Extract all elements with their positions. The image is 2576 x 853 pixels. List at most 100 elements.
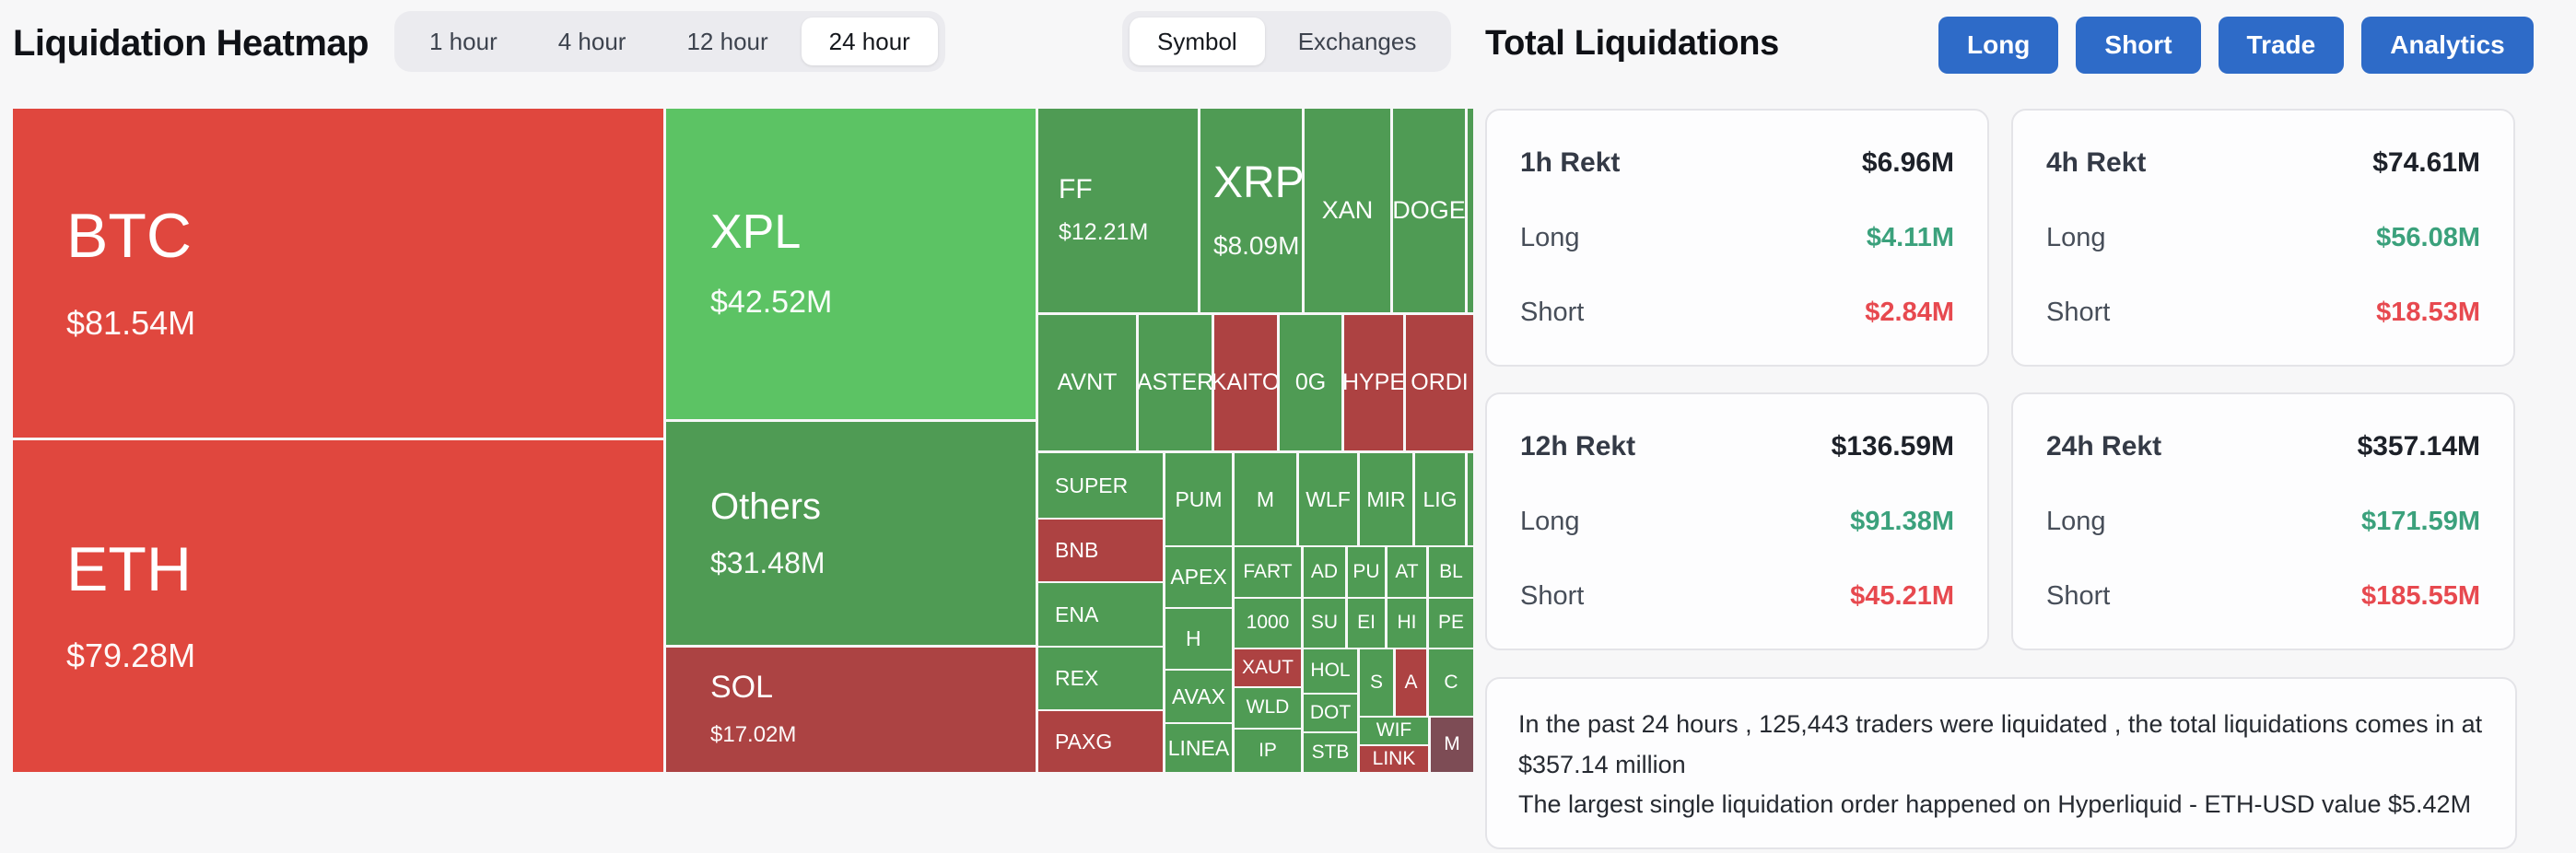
action-buttons: Long Short Trade Analytics (1938, 17, 2534, 74)
heatmap-tile-eth[interactable]: ETH $79.28M (13, 440, 663, 772)
tile-symbol: XAUT (1241, 656, 1294, 678)
tile-symbol: ORDI (1411, 369, 1469, 396)
heatmap-tile-others[interactable]: Others $31.48M (666, 422, 1036, 645)
long-value: $91.38M (1850, 507, 1954, 536)
heatmap-tile-xpl[interactable]: XPL $42.52M (666, 109, 1036, 419)
long-value: $56.08M (2376, 223, 2480, 252)
heatmap-tile-hol[interactable]: HOL (1304, 649, 1357, 693)
heatmap-tile-paxg[interactable]: PAXG (1038, 711, 1163, 772)
heatmap-tile-hype[interactable]: HYPE (1344, 315, 1403, 450)
card-period-label: 4h Rekt (2046, 147, 2147, 178)
tile-symbol: PUM (1175, 486, 1223, 511)
heatmap-tile-btc[interactable]: BTC $81.54M (13, 109, 663, 438)
heatmap-tile-at[interactable]: AT (1388, 547, 1426, 597)
tile-value: $12.21M (1059, 219, 1149, 245)
heatmap-tile-m[interactable]: M (1235, 453, 1296, 545)
tile-symbol: AT (1395, 560, 1419, 582)
tile-symbol: BTC (66, 201, 192, 272)
heatmap-tile-lig[interactable]: LIG (1415, 453, 1465, 545)
heatmap-tile-xan[interactable]: XAN (1305, 109, 1390, 312)
tile-symbol: 0G (1294, 369, 1327, 396)
card-period-label: 1h Rekt (1520, 147, 1621, 178)
heatmap-tile-ordi[interactable]: ORDI (1406, 315, 1473, 450)
heatmap-tile-rex[interactable]: REX (1038, 648, 1163, 709)
short-button[interactable]: Short (2076, 17, 2201, 74)
heatmap-tile-su[interactable]: SU (1304, 599, 1345, 648)
time-tab-4-hour[interactable]: 4 hour (531, 18, 654, 65)
heatmap-tile-wif[interactable]: WIF (1360, 718, 1428, 744)
heatmap-tile-0g[interactable]: 0G (1280, 315, 1341, 450)
heatmap-tile-c[interactable]: C (1429, 649, 1473, 716)
tile-symbol: HI (1397, 612, 1417, 634)
page-title: Liquidation Heatmap (13, 22, 369, 64)
tile-symbol: XAN (1321, 196, 1374, 225)
heatmap-tile-wld[interactable]: WLD (1235, 688, 1301, 728)
tile-symbol: 1000 (1246, 612, 1290, 634)
tile-symbol: S (1369, 671, 1383, 693)
heatmap-tile-pe[interactable]: PE (1429, 599, 1473, 648)
time-tab-12-hour[interactable]: 12 hour (659, 18, 795, 65)
heatmap-tile-xrp[interactable]: XRP $8.09M (1200, 109, 1302, 312)
heatmap-tile-kaito[interactable]: KAITO (1214, 315, 1277, 450)
tile-symbol: C (1444, 671, 1458, 693)
heatmap-tile-h[interactable]: H (1165, 609, 1232, 669)
heatmap-tile-dot[interactable]: DOT (1304, 695, 1357, 731)
toggle-exchanges[interactable]: Exchanges (1270, 18, 1445, 65)
heatmap-tile-apex[interactable]: APEX (1165, 547, 1232, 607)
heatmap-tile-1000[interactable]: 1000 (1235, 599, 1301, 648)
heatmap-tile-xaut[interactable]: XAUT (1235, 649, 1301, 686)
heatmap-tile-avax[interactable]: AVAX (1165, 671, 1232, 722)
tile-symbol: LINK (1372, 747, 1416, 769)
analytics-button[interactable]: Analytics (2361, 17, 2534, 74)
short-value: $185.55M (2361, 581, 2480, 611)
rekt-card-12h-rekt: 12h Rekt $136.59M Long $91.38M Short $45.21M (1485, 392, 1989, 650)
tile-symbol: SUPER (1055, 473, 1129, 497)
heatmap-tile-sol[interactable]: SOL $17.02M (666, 648, 1036, 772)
tile-symbol: AVNT (1057, 369, 1118, 396)
heatmap-tile-sliver-30[interactable] (1468, 453, 1473, 545)
time-tab-24-hour[interactable]: 24 hour (801, 18, 938, 65)
heatmap-tile-bl[interactable]: BL (1429, 547, 1473, 597)
heatmap-tile-ad[interactable]: AD (1304, 547, 1345, 597)
heatmap-tile-ff[interactable]: FF $12.21M (1038, 109, 1198, 312)
long-label: Long (2046, 223, 2106, 252)
heatmap-tile-stb[interactable]: STB (1304, 733, 1357, 772)
heatmap-tile-doge[interactable]: DOGE (1393, 109, 1465, 312)
heatmap-tile-super[interactable]: SUPER (1038, 453, 1163, 518)
summary-line-2: The largest single liquidation order hap… (1518, 790, 2472, 819)
heatmap-tile-bnb[interactable]: BNB (1038, 520, 1163, 581)
heatmap-tile-ena[interactable]: ENA (1038, 583, 1163, 646)
heatmap-tile-pum[interactable]: PUM (1165, 453, 1232, 545)
heatmap-tile-linea[interactable]: LINEA (1165, 724, 1232, 772)
tile-symbol: AVAX (1172, 684, 1225, 708)
tile-symbol: H (1186, 626, 1201, 651)
card-total-value: $136.59M (1831, 431, 1954, 462)
tile-symbol: WLF (1306, 486, 1351, 511)
heatmap-tile-sliver-9[interactable] (1468, 109, 1473, 312)
heatmap-tile-ip[interactable]: IP (1235, 730, 1301, 772)
heatmap-tile-aster[interactable]: ASTER (1139, 315, 1212, 450)
card-total-value: $6.96M (1861, 147, 1954, 178)
heatmap-tile-s[interactable]: S (1360, 649, 1393, 716)
heatmap-tile-ei[interactable]: EI (1348, 599, 1385, 648)
long-button[interactable]: Long (1938, 17, 2059, 74)
heatmap-tile-pu[interactable]: PU (1348, 547, 1385, 597)
tile-symbol: A (1404, 671, 1418, 693)
heatmap-tile-wlf[interactable]: WLF (1299, 453, 1357, 545)
heatmap-tile-mir[interactable]: MIR (1360, 453, 1412, 545)
heatmap-tile-fart[interactable]: FART (1235, 547, 1301, 597)
heatmap-tile-a[interactable]: A (1396, 649, 1426, 716)
tile-symbol: WLD (1246, 696, 1290, 719)
trade-button[interactable]: Trade (2218, 17, 2345, 74)
long-label: Long (2046, 507, 2106, 536)
time-tab-1-hour[interactable]: 1 hour (402, 18, 525, 65)
heatmap-tile-hi[interactable]: HI (1388, 599, 1426, 648)
heatmap-tile-link[interactable]: LINK (1360, 746, 1428, 772)
heatmap-tile-m-2[interactable]: M (1431, 718, 1473, 772)
rekt-cards: 1h Rekt $6.96M Long $4.11M Short $2.84M 4h Rek… (1485, 109, 2517, 650)
tile-symbol: ASTER (1139, 369, 1212, 396)
tile-symbol: BNB (1055, 538, 1099, 563)
heatmap-tile-avnt[interactable]: AVNT (1038, 315, 1136, 450)
tile-value: $8.09M (1213, 230, 1300, 260)
toggle-symbol[interactable]: Symbol (1130, 18, 1265, 65)
